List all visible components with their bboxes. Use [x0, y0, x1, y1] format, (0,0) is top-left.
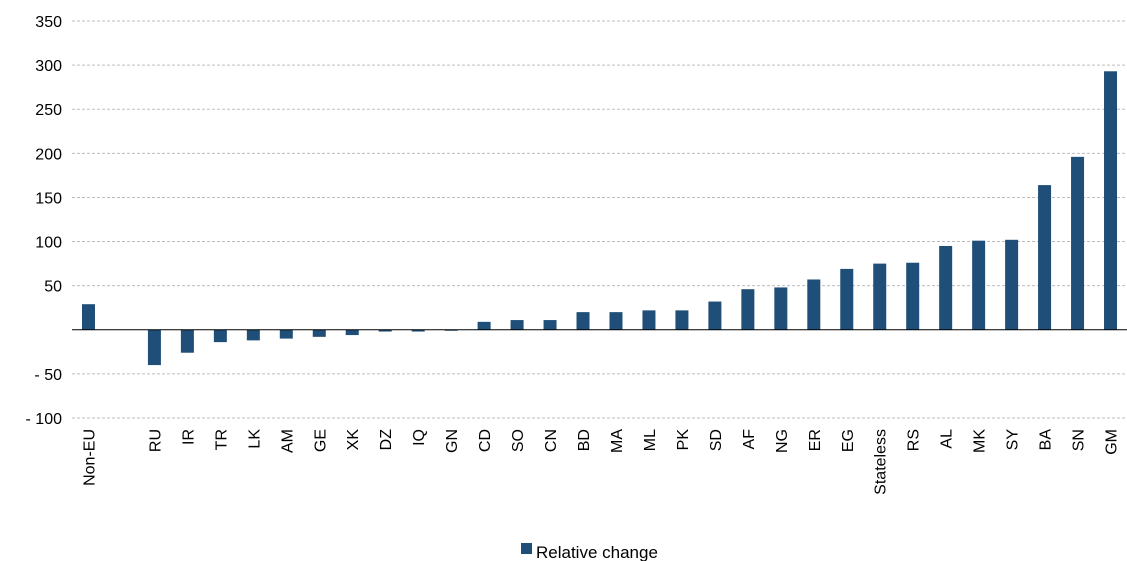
y-tick-label: - 50	[34, 367, 62, 384]
y-tick-label: 150	[35, 190, 62, 207]
x-tick-label: CD	[477, 429, 494, 452]
bar	[873, 263, 887, 330]
bar	[1038, 185, 1052, 330]
x-tick-label: MK	[972, 429, 989, 453]
x-tick-label: ER	[807, 429, 824, 451]
y-tick-label: - 100	[26, 411, 63, 428]
x-tick-label: AL	[939, 429, 956, 449]
x-tick-label: BD	[576, 429, 593, 451]
bar	[741, 289, 755, 330]
bar	[279, 329, 293, 339]
x-tick-label: SD	[708, 429, 725, 451]
x-tick-label: MA	[609, 429, 626, 453]
bar	[81, 304, 95, 330]
y-tick-label: 200	[35, 146, 62, 163]
gridlines	[72, 20, 1127, 419]
x-tick-label: EG	[840, 429, 857, 452]
bar	[477, 321, 491, 330]
bar	[576, 312, 590, 330]
x-tick-label: TR	[213, 429, 230, 450]
y-tick-label: 100	[35, 235, 62, 252]
legend-label: Relative change	[536, 543, 658, 561]
y-axis: 350 300 250 200 150 100 50 - 50 - 100	[26, 14, 63, 428]
x-tick-label: CN	[543, 429, 560, 452]
bar	[1005, 239, 1019, 330]
y-tick-label: 300	[35, 58, 62, 75]
x-tick-label: RU	[147, 429, 164, 452]
bar	[675, 310, 689, 330]
x-tick-label: AF	[741, 429, 758, 450]
x-tick-label: ML	[642, 429, 659, 451]
bars	[81, 71, 1118, 366]
x-tick-label: DZ	[378, 429, 395, 451]
x-tick-label: GN	[444, 429, 461, 453]
bar	[906, 262, 920, 330]
bar	[510, 320, 524, 330]
bar	[543, 320, 557, 330]
bar	[378, 329, 392, 332]
x-tick-label: PK	[675, 429, 692, 451]
x-axis-labels: Non-EU RU IR TR LK AM GE XK DZ IQ GN CD SO CN BD MA ML PK…	[81, 429, 1120, 495]
x-tick-label: SY	[1005, 429, 1022, 451]
y-tick-label: 250	[35, 102, 62, 119]
bar	[246, 329, 260, 341]
x-tick-label: Stateless	[873, 429, 890, 495]
bar	[708, 301, 722, 330]
bar	[609, 312, 623, 330]
x-tick-label: AM	[279, 429, 296, 453]
bar	[939, 245, 953, 330]
bar	[312, 329, 326, 337]
x-tick-label: RS	[906, 429, 923, 451]
bar	[411, 329, 425, 332]
x-tick-label: IR	[180, 429, 197, 445]
x-tick-label: LK	[246, 429, 263, 449]
x-tick-label: SN	[1071, 429, 1088, 451]
bar	[180, 329, 194, 353]
bar	[213, 329, 227, 343]
legend-swatch	[521, 543, 532, 554]
bar	[972, 240, 986, 330]
bar	[147, 329, 161, 366]
bar	[1104, 71, 1118, 330]
bar	[774, 287, 788, 330]
bar	[807, 279, 821, 330]
y-tick-label: 50	[44, 279, 62, 296]
bar	[840, 268, 854, 330]
x-tick-label: Non-EU	[81, 429, 98, 486]
bar	[642, 310, 656, 330]
x-tick-label: GM	[1104, 429, 1121, 455]
x-tick-label: SO	[510, 429, 527, 452]
bar	[345, 329, 359, 336]
x-tick-label: XK	[345, 429, 362, 451]
y-tick-label: 350	[35, 14, 62, 31]
x-tick-label: GE	[312, 429, 329, 452]
x-tick-label: NG	[774, 429, 791, 453]
x-tick-label: BA	[1038, 429, 1055, 451]
legend: Relative change	[521, 543, 658, 561]
bar	[1071, 156, 1085, 330]
x-tick-label: IQ	[411, 429, 428, 446]
